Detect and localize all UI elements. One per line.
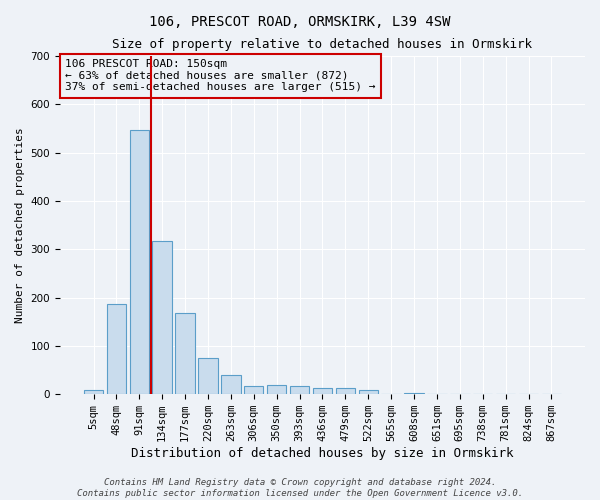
Bar [152, 242, 172, 394]
Title: Size of property relative to detached houses in Ormskirk: Size of property relative to detached ho… [112, 38, 532, 51]
Bar [198, 358, 218, 394]
Bar [107, 304, 126, 394]
Bar [244, 386, 263, 394]
Bar [335, 388, 355, 394]
Text: 106, PRESCOT ROAD, ORMSKIRK, L39 4SW: 106, PRESCOT ROAD, ORMSKIRK, L39 4SW [149, 15, 451, 29]
X-axis label: Distribution of detached houses by size in Ormskirk: Distribution of detached houses by size … [131, 447, 514, 460]
Text: Contains HM Land Registry data © Crown copyright and database right 2024.
Contai: Contains HM Land Registry data © Crown c… [77, 478, 523, 498]
Bar [84, 390, 103, 394]
Y-axis label: Number of detached properties: Number of detached properties [15, 127, 25, 323]
Text: 106 PRESCOT ROAD: 150sqm
← 63% of detached houses are smaller (872)
37% of semi-: 106 PRESCOT ROAD: 150sqm ← 63% of detach… [65, 59, 376, 92]
Bar [130, 130, 149, 394]
Bar [290, 386, 309, 394]
Bar [175, 313, 195, 394]
Bar [359, 390, 378, 394]
Bar [267, 384, 286, 394]
Bar [221, 375, 241, 394]
Bar [404, 393, 424, 394]
Bar [313, 388, 332, 394]
